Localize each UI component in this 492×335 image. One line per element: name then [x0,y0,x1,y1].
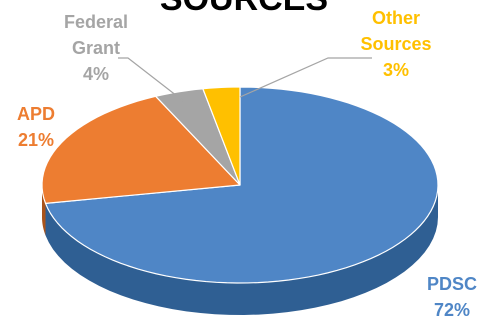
leader-line-other-sources [239,57,372,98]
data-label-apd-value: 21% [18,130,54,150]
data-label-other-sources-name: Other [372,8,420,28]
pie-slice-federal-grant [155,88,241,186]
data-labels: PDSC 72% APD 21% Federal Grant 4% Other Sources 3… [17,8,477,320]
pie-sides [42,185,438,315]
pie-side-pdsc [45,185,438,315]
data-label-other-sources-value: 3% [383,60,409,80]
pie-slice-other-sources [202,86,241,186]
data-label-other-sources-name: Sources [360,34,431,54]
data-label-pdsc-name: PDSC [427,274,477,294]
chart-title: SOURCES [160,0,328,18]
pie-slice-pdsc [44,86,439,284]
pie-slice-apd [41,95,241,204]
leader-lines [118,57,372,104]
data-label-pdsc-value: 72% [434,300,470,320]
data-label-apd-name: APD [17,104,55,124]
data-label-federal-grant-value: 4% [83,64,109,84]
leader-line-federal-grant [118,57,187,104]
data-label-federal-grant-name: Grant [72,38,120,58]
pie-slices [41,86,439,284]
pie-side-apd [42,185,46,236]
data-label-federal-grant-name: Federal [64,12,128,32]
